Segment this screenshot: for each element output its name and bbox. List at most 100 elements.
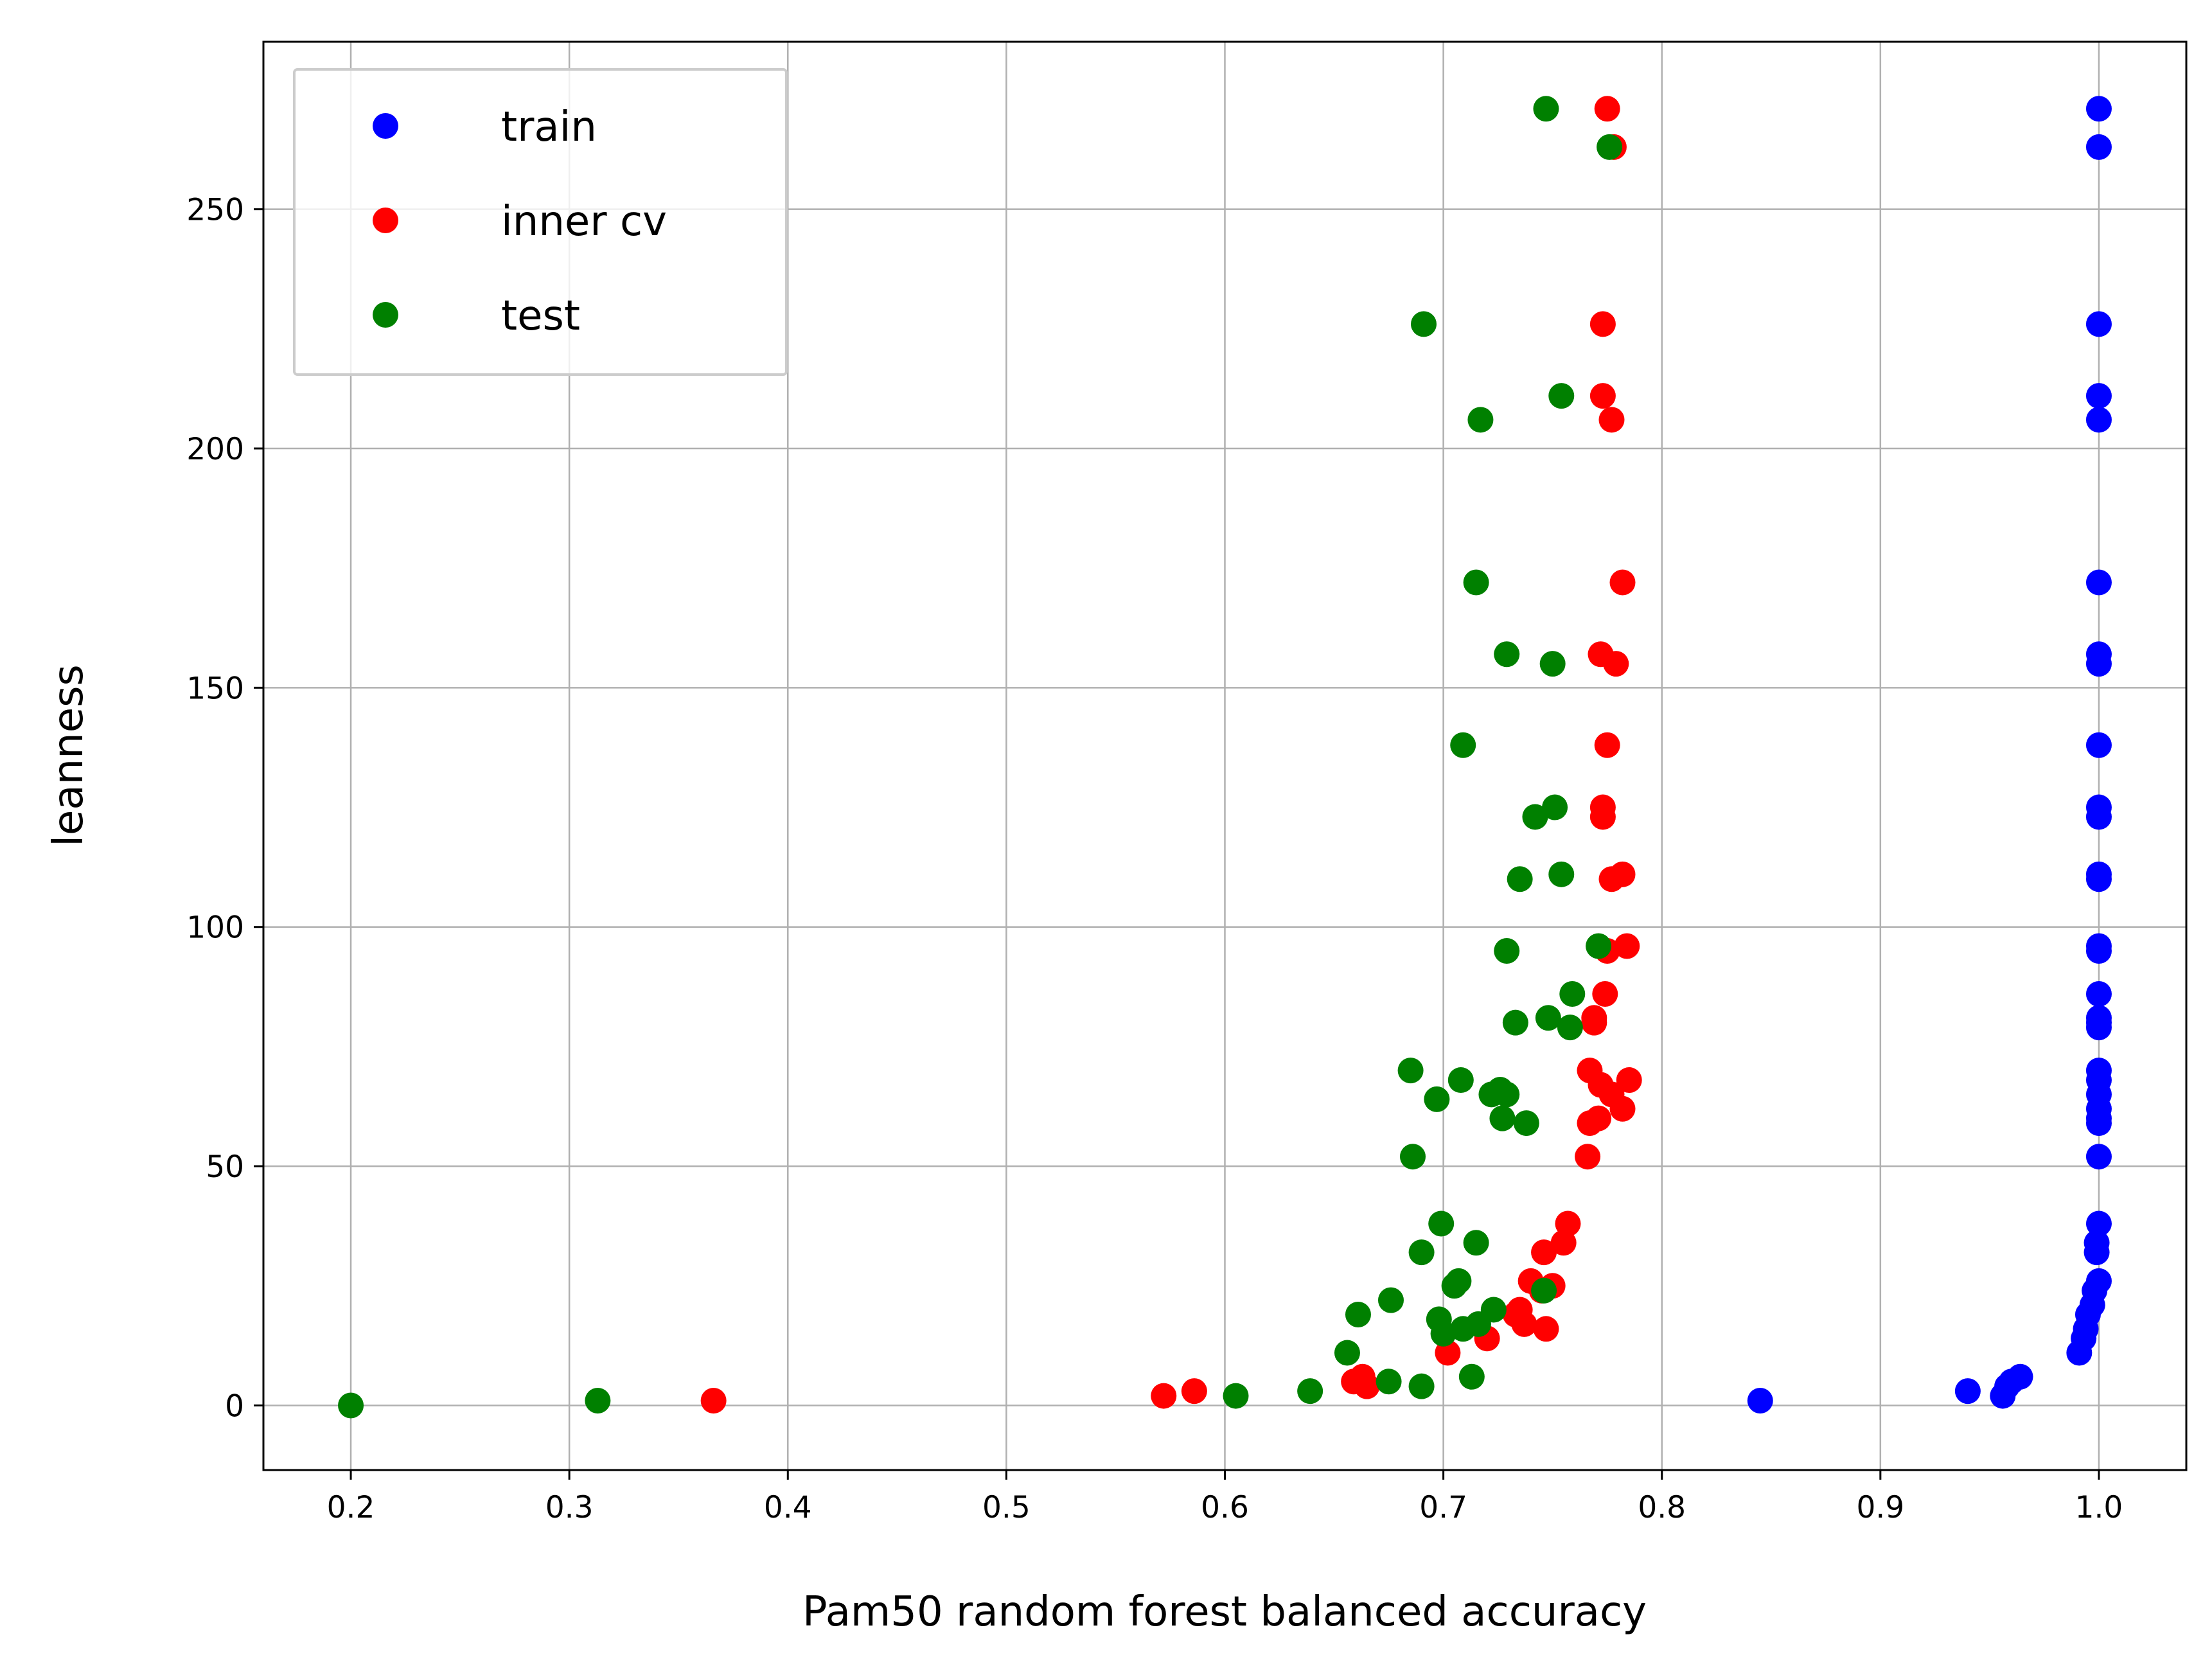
- point-inner-cv: [1598, 407, 1625, 433]
- point-test: [1531, 1277, 1557, 1304]
- y-tick-label: 100: [186, 910, 244, 946]
- x-tick-label: 0.7: [1419, 1490, 1467, 1525]
- point-inner-cv: [1575, 1144, 1601, 1170]
- point-test: [1597, 134, 1623, 160]
- point-test: [1539, 651, 1566, 677]
- x-tick-label: 1.0: [2075, 1490, 2123, 1525]
- point-train: [2085, 569, 2112, 596]
- point-train: [2085, 651, 2112, 677]
- point-test: [1450, 1316, 1476, 1342]
- y-axis-label: leanness: [45, 664, 93, 847]
- point-test: [1502, 1009, 1528, 1036]
- point-inner-cv: [1594, 732, 1620, 758]
- legend: train inner cv test: [293, 68, 788, 376]
- point-inner-cv: [1589, 383, 1616, 409]
- point-test: [1376, 1369, 1402, 1395]
- point-test: [585, 1388, 611, 1414]
- point-inner-cv: [1550, 1230, 1577, 1256]
- point-inner-cv: [1181, 1378, 1207, 1405]
- point-inner-cv: [1151, 1383, 1177, 1409]
- legend-marker-train: [373, 113, 398, 139]
- point-test: [1494, 641, 1520, 668]
- y-tick-label: 0: [225, 1388, 244, 1424]
- point-test: [1522, 804, 1548, 830]
- point-test: [1334, 1340, 1360, 1366]
- legend-label-test: test: [501, 292, 580, 340]
- point-inner-cv: [1354, 1373, 1380, 1399]
- point-train: [2085, 1144, 2112, 1170]
- point-inner-cv: [1614, 933, 1640, 959]
- point-test: [1548, 861, 1575, 887]
- point-train: [2085, 804, 2112, 830]
- point-train: [1990, 1383, 2016, 1409]
- point-inner-cv: [1592, 981, 1618, 1007]
- point-test: [1542, 794, 1568, 820]
- point-test: [1557, 1015, 1583, 1041]
- point-train: [2085, 937, 2112, 964]
- point-test: [1397, 1058, 1424, 1084]
- point-train: [2085, 311, 2112, 337]
- point-test: [1428, 1210, 1455, 1237]
- legend-frame: [293, 68, 788, 376]
- legend-label-inner-cv: inner cv: [501, 198, 667, 245]
- point-train: [2066, 1340, 2093, 1366]
- point-test: [1450, 732, 1476, 758]
- point-inner-cv: [1616, 1067, 1642, 1094]
- point-test: [1535, 1005, 1561, 1031]
- point-test: [1411, 311, 1437, 337]
- x-tick-label: 0.5: [982, 1490, 1031, 1525]
- x-tick-label: 0.3: [545, 1490, 594, 1525]
- x-tick-label: 0.2: [327, 1490, 375, 1525]
- point-inner-cv: [1577, 1110, 1603, 1137]
- point-test: [1399, 1144, 1426, 1170]
- point-inner-cv: [1609, 1095, 1636, 1122]
- axis-ticks: 0.2 0.3 0.4 0.5 0.6 0.7 0.8 0.9 1.0 0 50 100 150 200 2…: [186, 193, 2123, 1525]
- point-test: [1494, 937, 1520, 964]
- point-inner-cv: [700, 1388, 727, 1414]
- point-inner-cv: [1609, 569, 1636, 596]
- x-axis-label: Pam50 random forest balanced accuracy: [802, 1588, 1647, 1636]
- data-points: [338, 96, 2112, 1419]
- x-tick-label: 0.4: [764, 1490, 812, 1525]
- point-test: [338, 1392, 364, 1419]
- point-inner-cv: [1511, 1311, 1537, 1337]
- point-test: [1223, 1383, 1249, 1409]
- legend-label-train: train: [501, 103, 597, 151]
- point-inner-cv: [1435, 1340, 1461, 1366]
- point-train: [2085, 383, 2112, 409]
- point-inner-cv: [1589, 311, 1616, 337]
- grid-lines: [263, 42, 2186, 1470]
- point-train: [2085, 1210, 2112, 1237]
- y-tick-label: 50: [206, 1149, 244, 1185]
- y-tick-label: 250: [186, 193, 244, 228]
- point-train: [2085, 732, 2112, 758]
- point-test: [1463, 1230, 1489, 1256]
- y-tick-label: 200: [186, 432, 244, 467]
- x-tick-label: 0.8: [1638, 1490, 1686, 1525]
- point-test: [1447, 1067, 1474, 1094]
- point-train: [2085, 1110, 2112, 1137]
- point-test: [1559, 981, 1586, 1007]
- point-train: [2085, 981, 2112, 1007]
- point-inner-cv: [1581, 1009, 1607, 1036]
- point-train: [2085, 1015, 2112, 1041]
- point-test: [1463, 569, 1489, 596]
- point-test: [1377, 1287, 1404, 1313]
- point-train: [2085, 866, 2112, 892]
- point-test: [1345, 1301, 1371, 1327]
- point-inner-cv: [1555, 1210, 1581, 1237]
- point-test: [1424, 1086, 1450, 1112]
- point-test: [1548, 383, 1575, 409]
- x-tick-label: 0.9: [1856, 1490, 1904, 1525]
- point-test: [1478, 1081, 1505, 1108]
- point-inner-cv: [1589, 804, 1616, 830]
- point-train: [2084, 1239, 2110, 1266]
- point-train: [2085, 407, 2112, 433]
- legend-marker-test: [373, 302, 398, 328]
- point-test: [1458, 1363, 1485, 1390]
- point-test: [1441, 1273, 1467, 1299]
- point-test: [1586, 933, 1612, 959]
- point-inner-cv: [1594, 96, 1620, 122]
- point-test: [1297, 1378, 1323, 1405]
